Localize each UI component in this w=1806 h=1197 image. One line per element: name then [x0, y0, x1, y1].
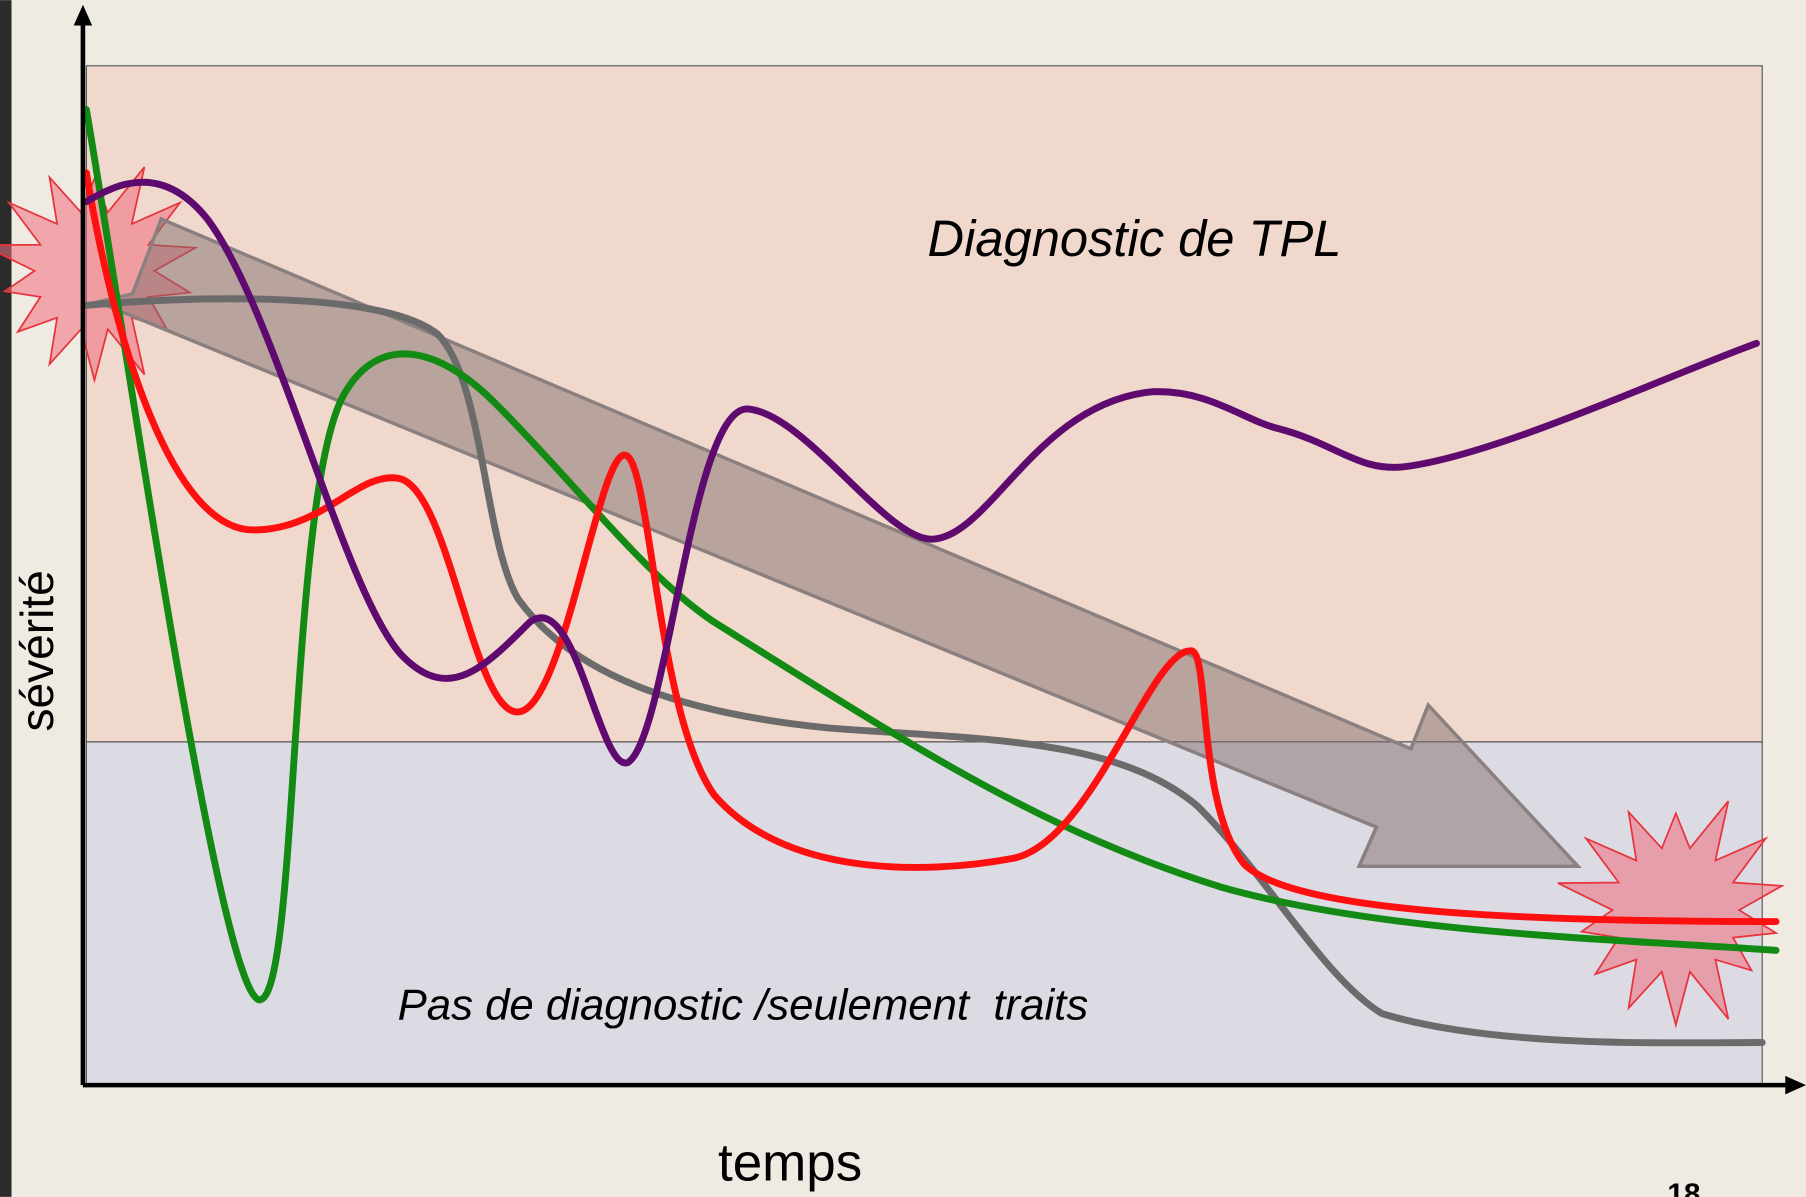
starburst — [1557, 800, 1785, 1029]
y-axis-label: sévérité — [11, 570, 63, 731]
y-axis-arrow — [73, 4, 93, 26]
x-axis-arrow — [1785, 1075, 1806, 1095]
page-number: 18 — [1667, 1178, 1700, 1197]
left-strip — [0, 0, 12, 1197]
curves — [82, 106, 1780, 1047]
curve-gray — [82, 295, 1766, 1047]
curve-green — [82, 106, 1780, 1004]
curve-purple — [82, 178, 1760, 767]
x-axis-label: temps — [718, 1134, 862, 1193]
region-label: Diagnostic de TPL — [928, 210, 1342, 267]
region-label: Pas de diagnostic /seulement traits — [398, 980, 1089, 1029]
